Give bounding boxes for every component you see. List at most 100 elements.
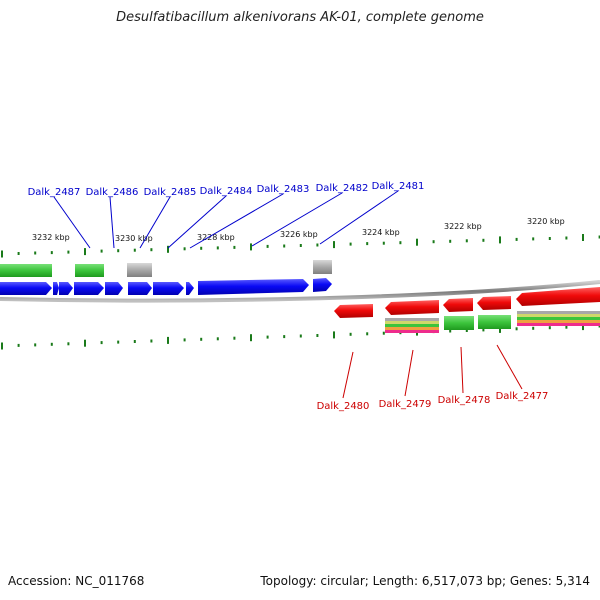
scale-tick (117, 340, 120, 344)
genome-summary-text: Topology: circular; Length: 6,517,073 bp… (260, 574, 590, 588)
scale-tick (133, 248, 136, 252)
scale-tick (565, 325, 568, 329)
scale-tick (250, 334, 252, 342)
scale-label: 3232 kbp (32, 233, 70, 242)
cds-block (127, 263, 152, 277)
cds-block (75, 264, 104, 277)
scale-tick (299, 244, 302, 247)
scale-tick (67, 342, 70, 346)
scale-tick (598, 235, 600, 239)
scale-tick (216, 337, 219, 341)
genome-backbone (0, 280, 600, 303)
scale-tick (266, 335, 269, 339)
scale-tick (100, 341, 103, 345)
scale-label: 3226 kbp (280, 230, 318, 239)
scale-tick (67, 250, 70, 254)
scale-tick (283, 244, 286, 248)
scale-tick (333, 331, 335, 339)
cds-block (313, 260, 332, 274)
scale-tick (150, 339, 153, 343)
forward-gene-arrow (0, 282, 52, 295)
scale-tick (416, 238, 418, 246)
gene-label[interactable]: Dalk_2485 (144, 187, 197, 198)
forward-genes (0, 278, 332, 295)
map-title: Desulfatibacillum alkenivorans AK-01, co… (116, 10, 484, 25)
scale-tick (366, 242, 369, 246)
scale-tick (84, 339, 86, 347)
scale-tick (1, 250, 3, 258)
cds-block (0, 264, 52, 277)
reverse-gene-labels: Dalk_2480 Dalk_2479 Dalk_2478 Dalk_2477 (317, 391, 549, 412)
scale-tick (200, 337, 203, 341)
scale-tick (17, 343, 20, 347)
scale-tick (50, 251, 53, 255)
cds-stack (385, 318, 439, 333)
scale-tick (84, 248, 86, 256)
scale-tick (532, 237, 535, 241)
scale-tick (482, 238, 485, 242)
gene-label[interactable]: Dalk_2486 (86, 187, 139, 198)
scale-tick (316, 243, 319, 247)
forward-gene-arrow (153, 282, 184, 295)
forward-gene-arrow (59, 282, 73, 295)
scale-tick (266, 244, 269, 248)
scale-tick (200, 246, 203, 250)
scale-tick (515, 237, 518, 241)
scale-tick (183, 247, 186, 251)
scale-tick (349, 332, 352, 336)
forward-gene-arrow (53, 282, 59, 295)
gene-label[interactable]: Dalk_2480 (317, 401, 370, 412)
scale-tick (499, 236, 501, 244)
forward-gene-arrow (105, 282, 123, 295)
scale-tick (316, 334, 319, 337)
scale-tick (133, 340, 136, 343)
gene-label[interactable]: Dalk_2478 (438, 395, 491, 406)
forward-gene-arrow (313, 278, 332, 292)
gene-label[interactable]: Dalk_2483 (257, 184, 310, 195)
scale-tick (349, 242, 352, 246)
scale-label: 3230 kbp (115, 234, 153, 243)
scale-tick (216, 246, 219, 250)
scale-tick (34, 251, 37, 255)
accession-text: Accession: NC_011768 (8, 574, 145, 588)
gene-label[interactable]: Dalk_2481 (372, 181, 425, 192)
scale-tick (565, 236, 568, 240)
scale-tick (515, 327, 518, 331)
scale-tick (399, 241, 402, 245)
reverse-gene-arrow (385, 300, 439, 315)
scale-tick (250, 243, 252, 251)
cds-stack (517, 311, 600, 326)
scale-tick (449, 329, 452, 333)
scale-tick (183, 338, 186, 342)
cds-blocks-upper (0, 260, 332, 277)
scale-tick (34, 343, 37, 347)
scale-tick (548, 326, 551, 330)
cds-block (444, 316, 474, 330)
scale-labels: 3232 kbp 3230 kbp 3228 kbp 3226 kbp 3224… (32, 217, 565, 243)
forward-gene-arrow (74, 282, 104, 295)
gene-label[interactable]: Dalk_2487 (28, 187, 81, 198)
cds-blocks-lower (385, 311, 600, 333)
gene-label[interactable]: Dalk_2482 (316, 183, 369, 194)
scale-label: 3228 kbp (197, 233, 235, 242)
scale-tick (233, 245, 236, 249)
forward-gene-labels: Dalk_2487 Dalk_2486 Dalk_2485 Dalk_2484 … (28, 181, 425, 198)
scale-tick (1, 342, 3, 350)
reverse-genes (334, 287, 600, 318)
scale-tick (299, 334, 302, 338)
scale-tick (283, 335, 286, 339)
scale-tick (233, 336, 236, 340)
gene-label[interactable]: Dalk_2484 (200, 186, 253, 197)
scale-label: 3222 kbp (444, 222, 482, 231)
scale-tick (499, 325, 501, 333)
scale-tick (465, 329, 468, 332)
scale-label: 3220 kbp (527, 217, 565, 226)
scale-tick (548, 237, 551, 240)
scale-tick (382, 331, 385, 335)
gene-label[interactable]: Dalk_2479 (379, 399, 432, 410)
gene-label[interactable]: Dalk_2477 (496, 391, 549, 402)
reverse-gene-arrow (516, 287, 600, 306)
scale-tick (150, 248, 153, 252)
reverse-gene-arrow (443, 298, 473, 312)
scale-tick (382, 241, 385, 245)
